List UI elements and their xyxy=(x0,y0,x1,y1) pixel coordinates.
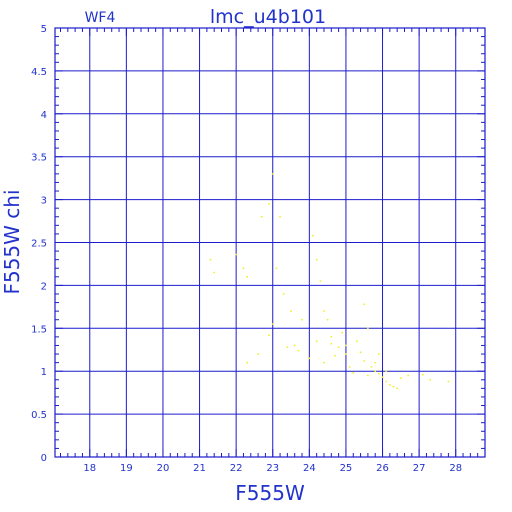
data-point xyxy=(341,331,344,334)
data-point xyxy=(374,370,377,373)
x-axis-label: F555W xyxy=(235,481,305,505)
y-tick-label: 3.5 xyxy=(31,153,47,164)
y-tick-label: 2.5 xyxy=(31,239,47,250)
data-point xyxy=(334,354,336,357)
x-tick-label: 18 xyxy=(83,463,96,474)
grid-lines xyxy=(55,28,485,457)
data-point xyxy=(312,234,314,237)
data-point xyxy=(348,366,351,368)
data-point xyxy=(359,351,362,354)
y-tick-labels: 0 0.5 1 1.5 2 2.5 3 3.5 4 4.5 5 xyxy=(31,24,47,464)
y-tick-label: 1 xyxy=(41,367,47,378)
data-point xyxy=(235,253,238,256)
y-tick-label: 0 xyxy=(41,453,47,464)
y-tick-label: 2 xyxy=(41,281,47,292)
data-point xyxy=(429,378,432,381)
y-tick-label: 0.5 xyxy=(31,410,47,421)
data-point xyxy=(377,353,380,355)
data-point xyxy=(366,374,369,377)
data-point xyxy=(385,380,388,383)
data-point xyxy=(286,346,289,349)
y-tick-label: 3 xyxy=(41,196,47,207)
data-point xyxy=(326,318,329,321)
data-point xyxy=(396,387,399,390)
data-point xyxy=(385,370,388,373)
data-point xyxy=(377,372,380,375)
x-tick-label: 28 xyxy=(449,463,462,474)
x-tick-label: 20 xyxy=(157,463,170,474)
data-point xyxy=(363,303,366,306)
x-tick-label: 25 xyxy=(340,463,353,474)
data-point xyxy=(290,310,292,313)
data-point xyxy=(308,357,311,360)
x-tick-label: 24 xyxy=(303,463,316,474)
x-tick-label: 23 xyxy=(266,463,279,474)
data-point xyxy=(315,340,318,343)
data-point xyxy=(374,361,377,364)
data-point xyxy=(330,342,333,345)
data-point xyxy=(268,202,270,205)
data-point xyxy=(257,353,260,355)
data-point xyxy=(268,334,270,337)
x-tick-label: 22 xyxy=(230,463,243,474)
y-tick-label: 4.5 xyxy=(31,67,47,78)
data-point xyxy=(407,374,410,377)
data-point xyxy=(370,366,373,368)
data-point xyxy=(345,353,347,355)
data-point xyxy=(388,384,391,386)
data-point xyxy=(392,385,395,388)
data-point xyxy=(366,327,369,330)
data-point xyxy=(345,344,347,347)
data-point xyxy=(242,267,245,270)
data-point xyxy=(319,280,322,283)
y-tick-label: 5 xyxy=(41,24,47,35)
data-point xyxy=(337,346,340,349)
data-point xyxy=(213,271,216,274)
y-tick-label: 4 xyxy=(41,110,47,121)
chart-subtitle: WF4 xyxy=(85,10,116,26)
data-point xyxy=(323,361,325,364)
data-point xyxy=(271,172,274,175)
x-tick-label: 19 xyxy=(120,463,133,474)
data-point xyxy=(323,310,325,313)
chart-title: lmc_u4b101 xyxy=(210,6,326,28)
data-point xyxy=(352,372,355,374)
data-point xyxy=(297,349,300,352)
data-point xyxy=(399,377,402,379)
x-tick-label: 27 xyxy=(413,463,426,474)
data-points xyxy=(209,172,450,390)
data-point xyxy=(275,267,278,270)
x-tick-label: 26 xyxy=(376,463,389,474)
y-tick-label: 1.5 xyxy=(31,324,47,335)
data-point xyxy=(315,258,318,261)
data-point xyxy=(260,215,263,218)
data-point xyxy=(209,258,212,261)
tick-marks xyxy=(55,27,486,458)
x-tick-label: 21 xyxy=(193,463,206,474)
data-point xyxy=(421,373,424,376)
data-point xyxy=(246,275,249,278)
data-point xyxy=(282,293,285,295)
data-point xyxy=(279,215,281,218)
data-point xyxy=(447,380,450,383)
data-point xyxy=(246,361,249,364)
data-point xyxy=(330,335,333,338)
plot-frame xyxy=(54,27,486,458)
data-point xyxy=(301,318,303,321)
y-axis-label: F555W chi xyxy=(0,189,24,294)
x-tick-labels: 18 19 20 21 22 23 24 25 26 27 28 xyxy=(83,463,462,474)
data-point xyxy=(381,376,384,379)
data-point xyxy=(356,340,358,343)
data-point xyxy=(293,344,296,347)
data-point xyxy=(363,360,366,362)
data-point xyxy=(271,323,274,325)
